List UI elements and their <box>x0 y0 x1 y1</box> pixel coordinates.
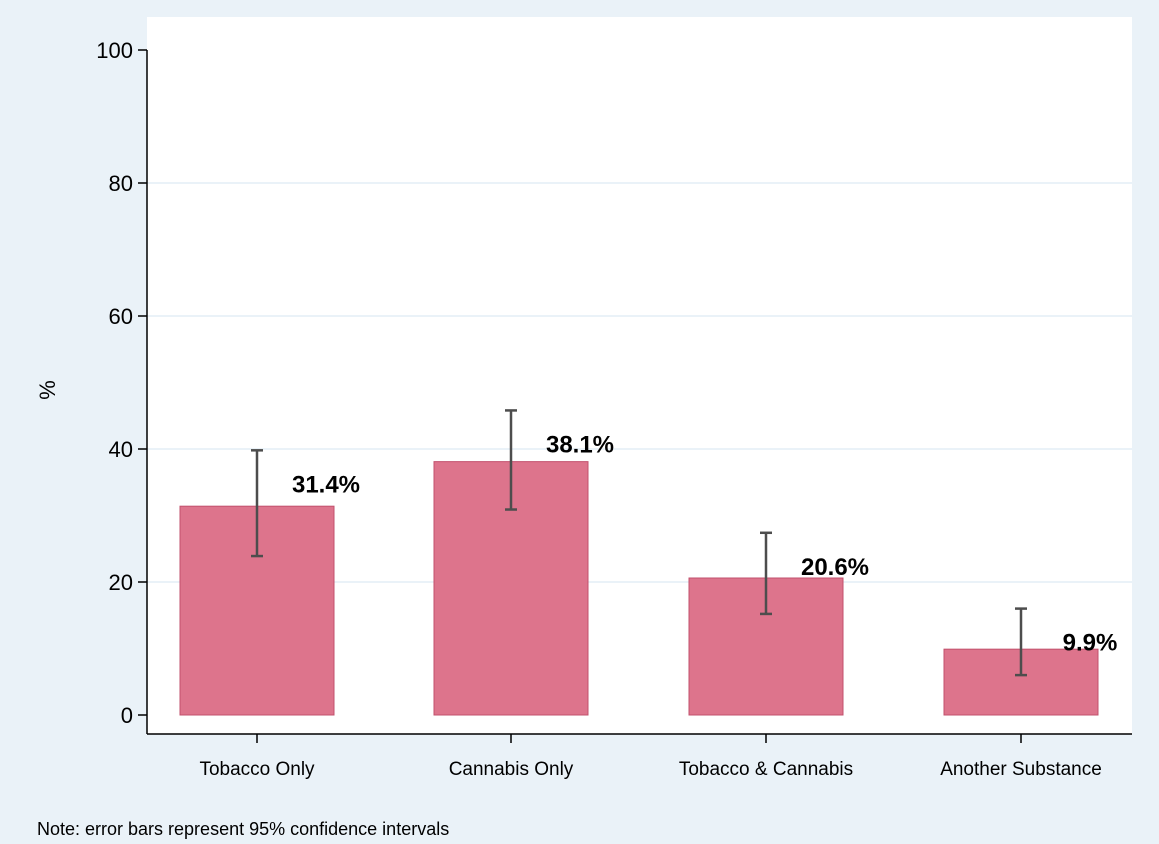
error-bars <box>251 409 1027 677</box>
error-bar-0 <box>251 449 263 558</box>
y-tick-label: 80 <box>109 171 133 196</box>
x-tick-label: Cannabis Only <box>449 759 574 780</box>
y-tick-label: 0 <box>121 703 133 728</box>
chart-svg: 31.4% 38.1% 20.6% 9.9% 0 20 40 60 80 100 Tobacco … <box>35 17 1132 780</box>
value-label-2: 20.6% <box>801 554 869 581</box>
y-tick-label: 100 <box>96 38 133 63</box>
y-tick-label: 40 <box>109 437 133 462</box>
error-bar-1 <box>505 409 517 511</box>
y-tick-label: 60 <box>109 304 133 329</box>
y-axis-title: % <box>35 380 60 400</box>
x-tick-label: Another Substance <box>940 759 1102 780</box>
value-label-1: 38.1% <box>546 431 614 458</box>
x-tick-label: Tobacco Only <box>199 759 315 780</box>
x-tick-label: Tobacco & Cannabis <box>679 759 853 780</box>
error-bar-3 <box>1015 607 1027 677</box>
value-label-0: 31.4% <box>292 471 360 498</box>
value-labels: 31.4% 38.1% 20.6% 9.9% <box>292 431 1117 656</box>
error-bar-2 <box>760 531 772 616</box>
value-label-3: 9.9% <box>1063 630 1118 657</box>
y-tick-label: 20 <box>109 570 133 595</box>
axes: 0 20 40 60 80 100 Tobacco Only Cannabis Only Tob… <box>96 38 1132 780</box>
footnote: Note: error bars represent 95% confidenc… <box>37 819 450 839</box>
